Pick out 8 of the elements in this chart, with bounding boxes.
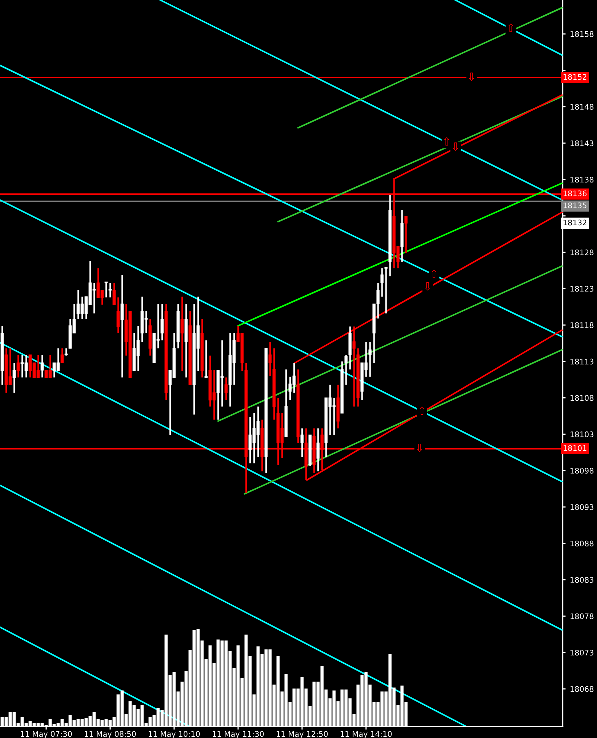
annotation: ⇩	[417, 444, 423, 452]
annotation: ⇩	[469, 72, 475, 82]
annotation: ⇧	[508, 24, 514, 32]
annotation: ⇧	[419, 406, 426, 415]
annotation: ⇩	[453, 142, 459, 152]
annotation: ⇩	[425, 282, 431, 291]
annotation: ⇧	[431, 270, 437, 278]
annotation: ⇧	[444, 137, 450, 146]
